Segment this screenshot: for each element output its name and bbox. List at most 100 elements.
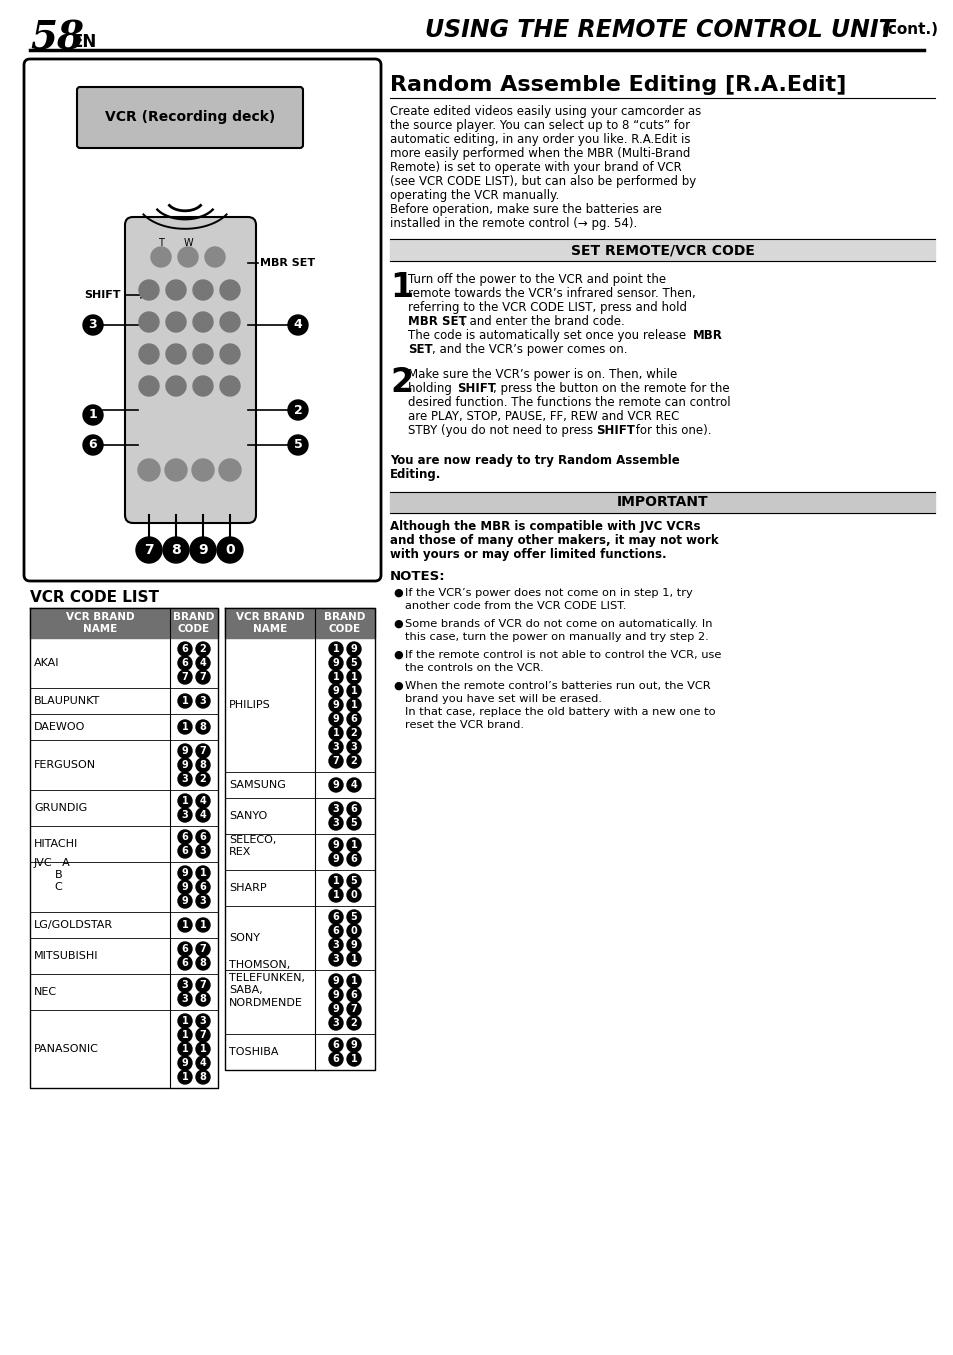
Text: VCR BRAND
NAME: VCR BRAND NAME xyxy=(235,612,304,634)
Ellipse shape xyxy=(195,694,210,709)
Circle shape xyxy=(192,459,213,481)
Text: 0: 0 xyxy=(351,890,357,900)
Ellipse shape xyxy=(195,1028,210,1042)
Text: MITSUBISHI: MITSUBISHI xyxy=(34,951,98,961)
Circle shape xyxy=(193,375,213,396)
Ellipse shape xyxy=(347,1001,360,1016)
Text: If the remote control is not able to control the VCR, use: If the remote control is not able to con… xyxy=(405,650,720,660)
Text: 9: 9 xyxy=(333,780,339,790)
Text: Remote) is set to operate with your brand of VCR: Remote) is set to operate with your bran… xyxy=(390,161,681,173)
Ellipse shape xyxy=(178,844,192,858)
Text: 2: 2 xyxy=(390,366,413,398)
Text: BRAND
CODE: BRAND CODE xyxy=(324,612,365,634)
Text: 3: 3 xyxy=(199,1016,206,1026)
Ellipse shape xyxy=(195,720,210,734)
Ellipse shape xyxy=(195,879,210,894)
Ellipse shape xyxy=(195,744,210,757)
Text: 6: 6 xyxy=(181,944,188,954)
Text: 1: 1 xyxy=(181,722,188,732)
Text: 9: 9 xyxy=(333,840,339,850)
Circle shape xyxy=(205,247,225,267)
Ellipse shape xyxy=(347,669,360,684)
Text: 3: 3 xyxy=(333,1018,339,1028)
Ellipse shape xyxy=(329,698,343,711)
Text: brand you have set will be erased.: brand you have set will be erased. xyxy=(405,694,601,705)
Ellipse shape xyxy=(347,684,360,698)
Text: 3: 3 xyxy=(181,995,188,1004)
Ellipse shape xyxy=(347,852,360,866)
Text: 8: 8 xyxy=(199,722,206,732)
Ellipse shape xyxy=(195,917,210,932)
Text: 1: 1 xyxy=(351,840,357,850)
Ellipse shape xyxy=(178,808,192,822)
Text: 4: 4 xyxy=(199,810,206,820)
Text: SET REMOTE/VCR CODE: SET REMOTE/VCR CODE xyxy=(570,243,754,257)
Text: LG/GOLDSTAR: LG/GOLDSTAR xyxy=(34,920,113,930)
Text: 4: 4 xyxy=(294,318,302,332)
Text: 1: 1 xyxy=(181,1043,188,1054)
Text: ●: ● xyxy=(393,588,402,598)
Text: 3: 3 xyxy=(351,743,357,752)
Text: 6: 6 xyxy=(89,439,97,451)
Text: GRUNDIG: GRUNDIG xyxy=(34,804,87,813)
Text: 8: 8 xyxy=(199,958,206,967)
Text: the controls on the VCR.: the controls on the VCR. xyxy=(405,663,543,673)
Text: EN: EN xyxy=(71,33,97,51)
Text: 1: 1 xyxy=(181,920,188,930)
Text: 6: 6 xyxy=(181,846,188,856)
Text: 2: 2 xyxy=(199,644,206,654)
Ellipse shape xyxy=(329,837,343,852)
Ellipse shape xyxy=(347,740,360,753)
Text: 1: 1 xyxy=(351,701,357,710)
Ellipse shape xyxy=(329,642,343,656)
Text: Create edited videos easily using your camcorder as: Create edited videos easily using your c… xyxy=(390,104,700,118)
Text: 6: 6 xyxy=(351,804,357,814)
Text: 9: 9 xyxy=(181,882,188,892)
Text: Some brands of VCR do not come on automatically. In: Some brands of VCR do not come on automa… xyxy=(405,619,712,629)
Ellipse shape xyxy=(195,794,210,808)
Ellipse shape xyxy=(195,772,210,786)
Ellipse shape xyxy=(195,1070,210,1084)
Ellipse shape xyxy=(329,911,343,924)
Ellipse shape xyxy=(329,726,343,740)
Text: 9: 9 xyxy=(181,1058,188,1068)
Text: 8: 8 xyxy=(199,760,206,770)
Text: 58: 58 xyxy=(30,19,84,57)
Ellipse shape xyxy=(347,911,360,924)
Text: 3: 3 xyxy=(199,846,206,856)
Text: Before operation, make sure the batteries are: Before operation, make sure the batterie… xyxy=(390,203,661,215)
Circle shape xyxy=(139,280,159,299)
Text: 1: 1 xyxy=(181,1016,188,1026)
Text: remote towards the VCR’s infrared sensor. Then,: remote towards the VCR’s infrared sensor… xyxy=(408,287,695,299)
Ellipse shape xyxy=(347,778,360,793)
Ellipse shape xyxy=(216,537,243,562)
Text: SELECO,
REX: SELECO, REX xyxy=(229,835,276,858)
FancyBboxPatch shape xyxy=(77,87,303,148)
Text: 6: 6 xyxy=(351,714,357,724)
Text: BLAUPUNKT: BLAUPUNKT xyxy=(34,696,100,706)
Text: MBR SET: MBR SET xyxy=(408,314,466,328)
Ellipse shape xyxy=(178,957,192,970)
Text: 2: 2 xyxy=(351,1018,357,1028)
Ellipse shape xyxy=(347,924,360,938)
Text: 4: 4 xyxy=(351,780,357,790)
Ellipse shape xyxy=(195,957,210,970)
Text: 3: 3 xyxy=(333,954,339,963)
Text: with yours or may offer limited functions.: with yours or may offer limited function… xyxy=(390,547,666,561)
Text: 6: 6 xyxy=(181,958,188,967)
Text: VCR CODE LIST: VCR CODE LIST xyxy=(30,589,159,604)
Text: T: T xyxy=(158,238,164,248)
Ellipse shape xyxy=(195,642,210,656)
Ellipse shape xyxy=(329,852,343,866)
Ellipse shape xyxy=(329,684,343,698)
Ellipse shape xyxy=(195,1056,210,1070)
Text: STBY (you do not need to press: STBY (you do not need to press xyxy=(408,424,597,438)
Text: 9: 9 xyxy=(351,940,357,950)
Text: and those of many other makers, it may not work: and those of many other makers, it may n… xyxy=(390,534,718,547)
Ellipse shape xyxy=(347,953,360,966)
Text: 4: 4 xyxy=(199,659,206,668)
Text: SHIFT: SHIFT xyxy=(596,424,634,438)
Text: NOTES:: NOTES: xyxy=(390,570,445,583)
Ellipse shape xyxy=(347,816,360,831)
Text: 3: 3 xyxy=(199,696,206,706)
